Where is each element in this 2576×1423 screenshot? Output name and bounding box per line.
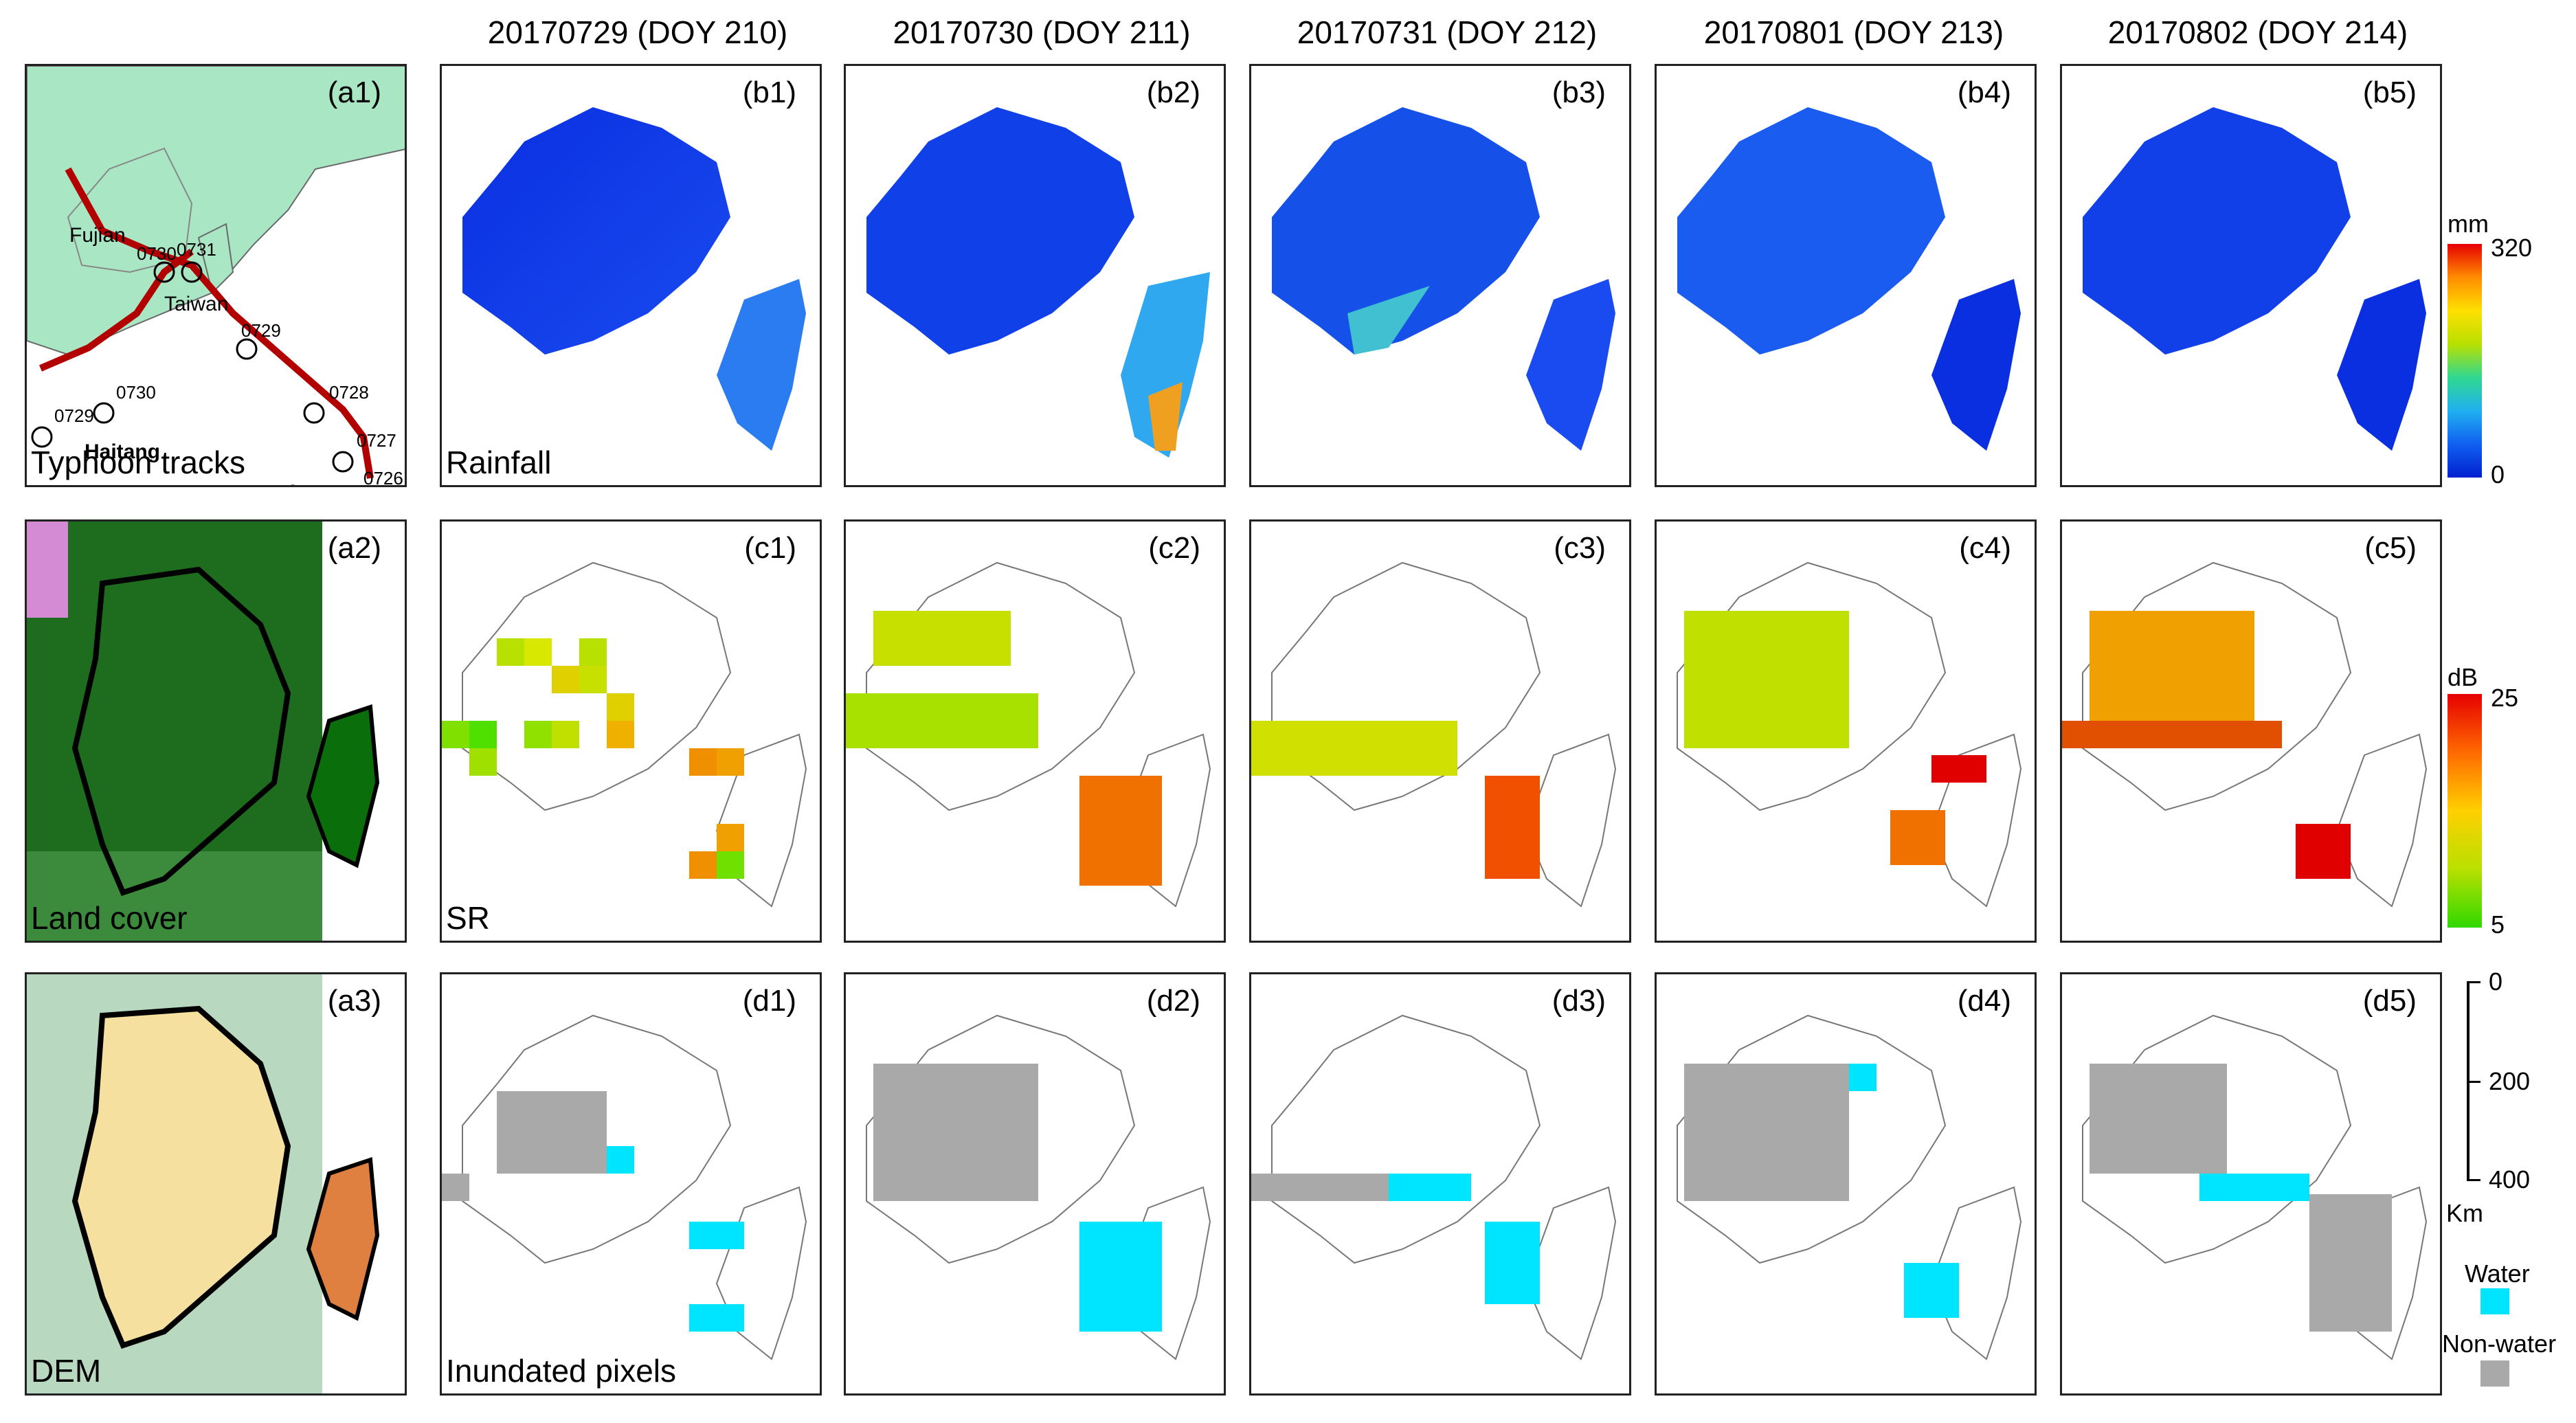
panel-id-c4: (c4) (1959, 531, 2011, 565)
panel-rainfall-b3: (b3) (1249, 64, 1631, 487)
inundation-map-d4 (1677, 1014, 2022, 1360)
panel-rainfall-b1: (b1) Rainfall (440, 64, 822, 487)
track-date-0731: 0731 (177, 239, 216, 260)
panel-id-c1: (c1) (744, 531, 796, 565)
scale-tick-200 (2467, 1081, 2480, 1083)
scale-label-200: 200 (2489, 1067, 2531, 1095)
sr-min: 5 (2491, 910, 2505, 939)
panel-id-c3: (c3) (1554, 531, 1606, 565)
sr-unit: dB (2448, 663, 2478, 691)
panel-dem: (a3) DEM (25, 972, 407, 1396)
column-header-2: 20170730 (DOY 211) (893, 14, 1191, 50)
track-label-haitang: Haitang (85, 440, 161, 463)
panel-rainfall-b2: (b2) (844, 64, 1226, 487)
rainfall-map-b2 (866, 107, 1210, 458)
sr-map-c5 (2062, 561, 2428, 908)
inundation-map-d1 (442, 1014, 807, 1360)
panel-id-b3: (b3) (1552, 76, 1606, 109)
panel-inundation-d5: (d5) (2060, 972, 2442, 1396)
sr-map-c2 (846, 561, 1211, 908)
track-label-fujian: Fujian (69, 224, 126, 247)
rainfall-unit: mm (2448, 210, 2489, 238)
scale-tick-400 (2467, 1179, 2480, 1181)
legend-nonwater-swatch (2480, 1360, 2509, 1387)
track-label-taiwan: Taiwan (164, 293, 229, 315)
legend-water-swatch (2480, 1288, 2509, 1314)
rainfall-map-b3 (1272, 107, 1615, 451)
inundation-map-d5 (2082, 1014, 2428, 1360)
track-label-nasha: Nasha (252, 482, 314, 485)
inundation-map-d3 (1251, 1014, 1617, 1360)
scale-tick-0 (2467, 981, 2480, 983)
caption-typhoon-tracks: Typhoon tracks (31, 445, 245, 480)
panel-sr-c2: (c2) (844, 519, 1226, 943)
caption-inundated: Inundated pixels (446, 1353, 677, 1389)
column-header-4: 20170801 (DOY 213) (1703, 14, 2004, 50)
dem-map (27, 974, 380, 1393)
column-header-5: 20170802 (DOY 214) (2107, 14, 2408, 50)
sr-colorbar (2448, 694, 2482, 928)
caption-rainfall: Rainfall (446, 445, 552, 480)
panel-id-a1: (a1) (327, 76, 381, 109)
caption-sr: SR (446, 900, 490, 936)
panel-id-d1: (d1) (742, 984, 796, 1018)
track-date-0728: 0728 (329, 382, 369, 403)
rainfall-min: 0 (2491, 460, 2505, 489)
panel-id-b2: (b2) (1146, 76, 1200, 109)
scale-label-0: 0 (2489, 967, 2503, 996)
panel-inundation-d4: (d4) (1655, 972, 2037, 1396)
track-date-0726: 0726 (363, 468, 403, 487)
track-date-0730a: 0730 (137, 243, 177, 264)
panel-sr-c1: (c1) SR (440, 519, 822, 943)
sr-map-c4 (1677, 561, 2022, 908)
legend-nonwater-label: Non-water (2442, 1330, 2557, 1358)
panel-inundation-d2: (d2) (844, 972, 1226, 1396)
sr-max: 25 (2491, 684, 2519, 712)
panel-id-b4: (b4) (1957, 76, 2011, 109)
panel-inundation-d3: (d3) (1249, 972, 1631, 1396)
column-header-1: 20170729 (DOY 210) (487, 14, 788, 50)
track-date-0730b: 0730 (116, 382, 156, 403)
track-date-0729b: 0729 (54, 405, 94, 426)
panel-typhoon-tracks: (a1) Fujian Taiwan Haitang Nasha 0730 07… (25, 64, 407, 487)
panel-id-a2: (a2) (327, 531, 381, 565)
scale-unit: Km (2446, 1199, 2483, 1227)
rainfall-map-b5 (2083, 107, 2426, 451)
panel-id-c2: (c2) (1148, 531, 1200, 565)
panel-rainfall-b5: (b5) (2060, 64, 2442, 487)
inundation-map-d2 (866, 1014, 1211, 1360)
panel-sr-c3: (c3) (1249, 519, 1631, 943)
typhoon-track-map (27, 66, 405, 479)
track-date-0727: 0727 (357, 430, 396, 451)
sr-map-c1 (442, 561, 807, 908)
panel-sr-c5: (c5) (2060, 519, 2442, 943)
panel-inundation-d1: (d1) Inundated pixels (440, 972, 822, 1396)
rainfall-map-b4 (1677, 107, 2021, 451)
panel-id-d4: (d4) (1957, 984, 2011, 1018)
panel-id-d5: (d5) (2362, 984, 2417, 1018)
sr-map-c3 (1251, 561, 1617, 908)
column-header-3: 20170731 (DOY 212) (1297, 14, 1598, 50)
panel-id-d2: (d2) (1146, 984, 1200, 1018)
panel-id-b1: (b1) (742, 76, 796, 109)
panel-sr-c4: (c4) (1655, 519, 2037, 943)
panel-id-c5: (c5) (2364, 531, 2417, 565)
rainfall-map-b1 (462, 107, 806, 451)
panel-id-d3: (d3) (1552, 984, 1606, 1018)
rainfall-colorbar (2448, 244, 2482, 478)
legend-water-label: Water (2465, 1259, 2530, 1288)
land-cover-map (27, 522, 380, 941)
rainfall-max: 320 (2491, 234, 2533, 262)
track-date-0729a: 0729 (241, 320, 281, 341)
caption-land-cover: Land cover (31, 900, 188, 936)
panel-land-cover: (a2) Land cover (25, 519, 407, 943)
panel-rainfall-b4: (b4) (1655, 64, 2037, 487)
panel-id-b5: (b5) (2362, 76, 2417, 109)
scale-label-400: 400 (2489, 1165, 2531, 1194)
panel-id-a3: (a3) (327, 984, 381, 1018)
caption-dem: DEM (31, 1353, 102, 1389)
